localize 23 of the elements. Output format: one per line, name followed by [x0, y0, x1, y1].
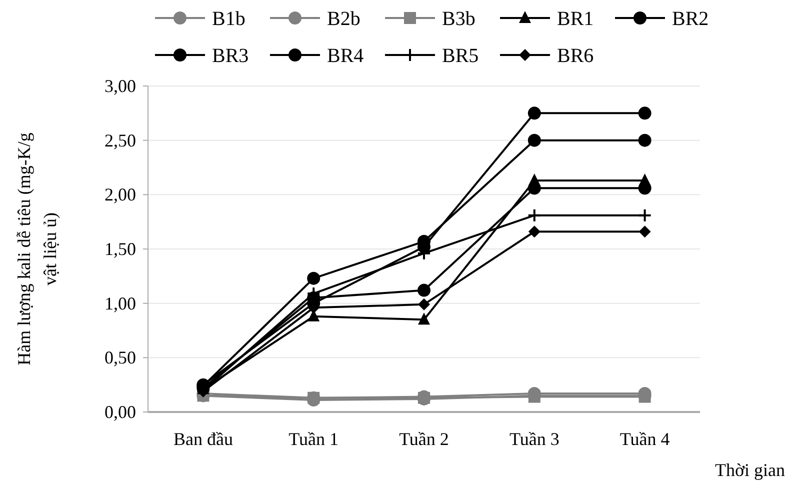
- y-tick-label: 2,50: [104, 130, 136, 150]
- legend-label: BR3: [212, 45, 249, 67]
- legend-label: BR4: [327, 45, 364, 67]
- x-axis-title: Thời gian: [714, 460, 785, 480]
- legend-label: B3b: [442, 8, 476, 30]
- x-tick-label: Tuần 1: [288, 429, 339, 449]
- x-tick-label: Ban đầu: [173, 429, 233, 449]
- y-tick-label: 2,00: [104, 184, 136, 205]
- y-tick-label: 1,50: [104, 239, 136, 259]
- legend-label: BR2: [672, 8, 709, 30]
- y-tick-label: 0,00: [104, 402, 136, 422]
- x-tick-label: Tuần 4: [620, 429, 670, 449]
- legend-label: B1b: [212, 8, 246, 30]
- legend-label: BR6: [557, 45, 594, 67]
- y-tick-label: 1,00: [104, 293, 136, 314]
- x-tick-label: Tuần 3: [509, 429, 560, 449]
- y-tick-label: 3,00: [104, 76, 136, 96]
- legend-label: B2b: [327, 8, 360, 30]
- legend-label: BR1: [557, 8, 594, 30]
- x-tick-label: Tuần 2: [399, 429, 449, 449]
- y-tick-label: 0,50: [104, 348, 136, 368]
- y-axis-title: Hàm lượng kali dễ tiêu (mg-K/g vật liệu ủ): [14, 132, 60, 366]
- legend-label: BR5: [442, 45, 479, 67]
